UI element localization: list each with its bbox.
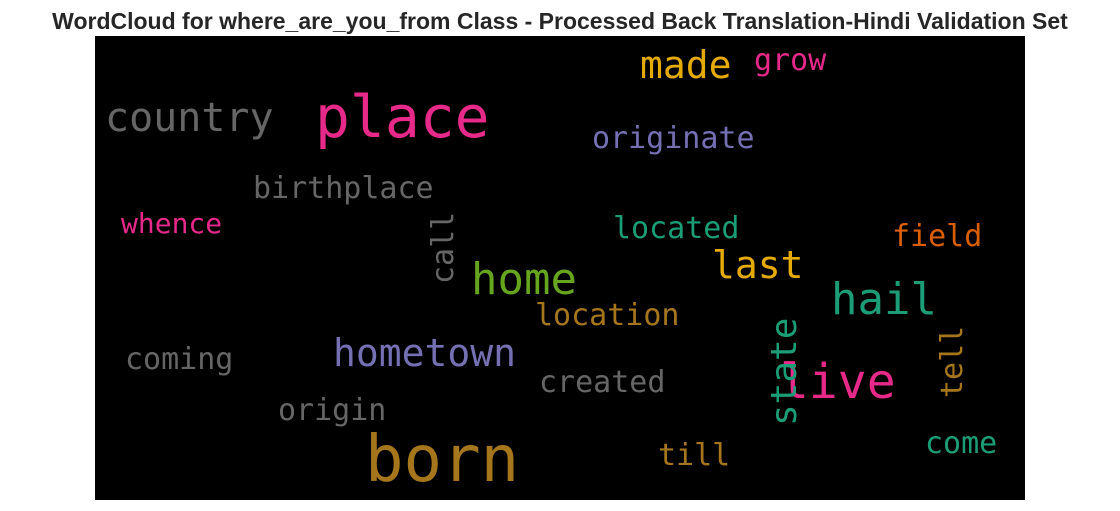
- wordcloud-canvas: born place live home country hometown hail made…: [95, 36, 1025, 500]
- chart-title: WordCloud for where_are_you_from Class -…: [0, 8, 1120, 35]
- word-country: country: [105, 98, 274, 138]
- word-last: last: [712, 246, 804, 284]
- word-made: made: [640, 46, 732, 84]
- word-hail: hail: [831, 278, 937, 322]
- word-located: located: [613, 214, 739, 244]
- word-born: born: [365, 428, 519, 492]
- word-state: state: [767, 318, 803, 426]
- word-birthplace: birthplace: [253, 174, 434, 204]
- word-grow: grow: [754, 46, 826, 76]
- word-tell: tell: [938, 326, 968, 398]
- word-whence: whence: [121, 210, 222, 238]
- word-home: home: [471, 258, 577, 302]
- word-till: till: [658, 441, 730, 471]
- word-coming: coming: [125, 345, 233, 375]
- word-come: come: [925, 429, 997, 459]
- word-field: field: [892, 222, 982, 252]
- word-location: location: [535, 301, 680, 331]
- word-call: call: [429, 212, 459, 284]
- word-originate: originate: [592, 124, 755, 154]
- word-place: place: [315, 88, 490, 146]
- word-origin: origin: [278, 396, 386, 426]
- word-hometown: hometown: [333, 334, 516, 372]
- word-created: created: [539, 368, 665, 398]
